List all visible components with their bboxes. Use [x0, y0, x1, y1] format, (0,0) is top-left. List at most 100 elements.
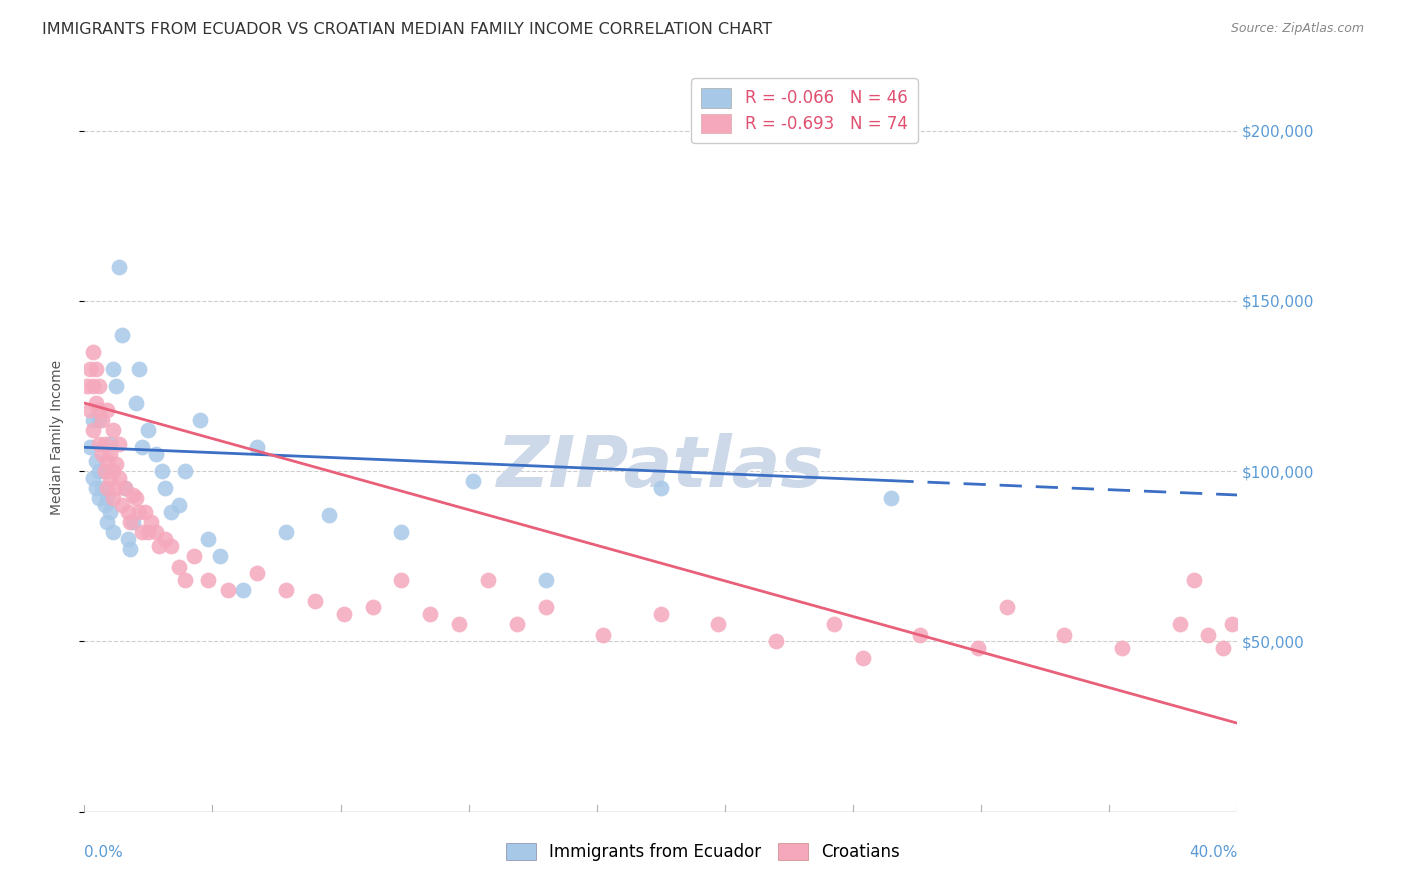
Point — [148, 539, 170, 553]
Point — [96, 481, 118, 495]
Point — [87, 413, 110, 427]
Point — [108, 471, 131, 485]
Point — [153, 481, 176, 495]
Point — [139, 515, 162, 529]
Point — [160, 539, 183, 553]
Point — [169, 559, 191, 574]
Text: 40.0%: 40.0% — [1189, 846, 1237, 861]
Point — [120, 515, 142, 529]
Point — [125, 396, 148, 410]
Point — [246, 440, 269, 454]
Point — [650, 607, 672, 622]
Point — [361, 600, 384, 615]
Text: Source: ZipAtlas.com: Source: ZipAtlas.com — [1230, 22, 1364, 36]
Point — [84, 454, 107, 468]
Point — [463, 475, 485, 489]
Point — [96, 454, 118, 468]
Point — [276, 525, 298, 540]
Point — [150, 464, 173, 478]
Point — [1198, 627, 1220, 641]
Point — [136, 423, 159, 437]
Point — [98, 471, 121, 485]
Point — [197, 533, 219, 547]
Point — [105, 481, 128, 495]
Point — [87, 464, 110, 478]
Point — [1220, 617, 1243, 632]
Point — [995, 600, 1018, 615]
Point — [160, 505, 183, 519]
Point — [103, 525, 124, 540]
Point — [1168, 617, 1191, 632]
Point — [93, 437, 115, 451]
Point — [76, 379, 98, 393]
Point — [506, 617, 529, 632]
Point — [82, 379, 104, 393]
Point — [79, 362, 101, 376]
Point — [82, 471, 104, 485]
Point — [79, 402, 101, 417]
Point — [650, 481, 672, 495]
Point — [153, 533, 176, 547]
Point — [108, 437, 131, 451]
Point — [145, 525, 167, 540]
Point — [232, 583, 254, 598]
Point — [82, 423, 104, 437]
Point — [592, 627, 614, 641]
Point — [84, 481, 107, 495]
Point — [122, 515, 145, 529]
Point — [880, 491, 903, 506]
Point — [93, 464, 115, 478]
Point — [131, 525, 153, 540]
Y-axis label: Median Family Income: Median Family Income — [49, 359, 63, 515]
Point — [391, 573, 413, 587]
Point — [910, 627, 932, 641]
Point — [125, 491, 148, 506]
Point — [534, 600, 557, 615]
Point — [93, 498, 115, 512]
Point — [477, 573, 499, 587]
Legend: Immigrants from Ecuador, Croatians: Immigrants from Ecuador, Croatians — [499, 836, 907, 868]
Point — [90, 481, 112, 495]
Point — [707, 617, 730, 632]
Point — [852, 651, 875, 665]
Text: ZIPatlas: ZIPatlas — [498, 433, 824, 501]
Point — [534, 573, 557, 587]
Point — [87, 437, 110, 451]
Point — [96, 515, 118, 529]
Point — [765, 634, 787, 648]
Point — [134, 505, 156, 519]
Point — [304, 593, 326, 607]
Point — [1111, 641, 1133, 656]
Point — [183, 549, 205, 564]
Point — [96, 402, 118, 417]
Point — [117, 505, 139, 519]
Point — [103, 491, 124, 506]
Point — [131, 440, 153, 454]
Text: IMMIGRANTS FROM ECUADOR VS CROATIAN MEDIAN FAMILY INCOME CORRELATION CHART: IMMIGRANTS FROM ECUADOR VS CROATIAN MEDI… — [42, 22, 772, 37]
Point — [333, 607, 356, 622]
Point — [128, 505, 150, 519]
Point — [218, 583, 240, 598]
Point — [79, 440, 101, 454]
Point — [111, 327, 134, 342]
Point — [1053, 627, 1076, 641]
Point — [169, 498, 191, 512]
Point — [419, 607, 441, 622]
Text: 0.0%: 0.0% — [84, 846, 124, 861]
Point — [87, 379, 110, 393]
Point — [103, 362, 124, 376]
Point — [103, 464, 124, 478]
Point — [318, 508, 340, 523]
Point — [120, 542, 142, 557]
Point — [87, 491, 110, 506]
Point — [82, 345, 104, 359]
Point — [197, 573, 219, 587]
Point — [98, 437, 121, 451]
Point — [103, 423, 124, 437]
Point — [967, 641, 990, 656]
Point — [87, 402, 110, 417]
Point — [391, 525, 413, 540]
Point — [174, 573, 197, 587]
Point — [96, 491, 118, 506]
Point — [90, 447, 112, 461]
